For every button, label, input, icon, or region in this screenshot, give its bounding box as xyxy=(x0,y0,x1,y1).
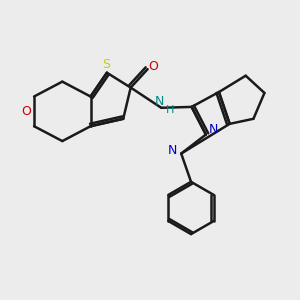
Text: O: O xyxy=(22,105,32,118)
Text: N: N xyxy=(208,123,218,136)
Text: N: N xyxy=(155,95,164,108)
Text: H: H xyxy=(166,105,174,115)
Text: S: S xyxy=(102,58,110,71)
Text: O: O xyxy=(148,60,158,73)
Text: N: N xyxy=(168,144,178,157)
